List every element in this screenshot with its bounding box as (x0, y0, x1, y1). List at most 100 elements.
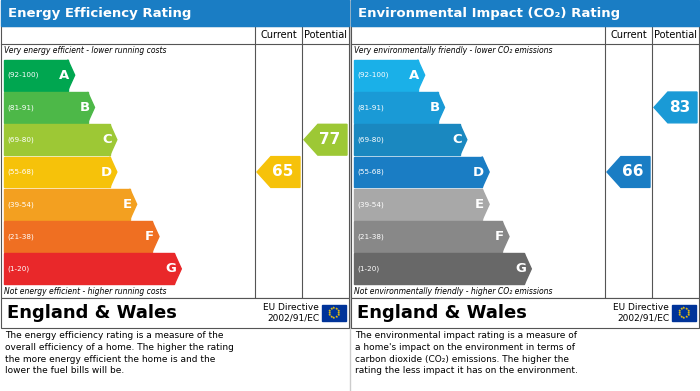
Text: 77: 77 (319, 132, 341, 147)
Text: (81-91): (81-91) (7, 104, 34, 111)
Text: ★: ★ (328, 314, 332, 317)
Polygon shape (110, 157, 117, 187)
Text: (39-54): (39-54) (7, 201, 34, 208)
Text: ★: ★ (687, 314, 690, 317)
Text: EU Directive
2002/91/EC: EU Directive 2002/91/EC (263, 303, 319, 323)
Text: ★: ★ (328, 311, 331, 315)
Text: 65: 65 (272, 165, 294, 179)
Polygon shape (257, 157, 300, 187)
Text: ★: ★ (680, 307, 683, 311)
Text: B: B (79, 101, 90, 114)
Text: ★: ★ (678, 314, 682, 317)
Bar (4, 189, 130, 220)
Bar (1, 26, 349, 298)
Text: Very environmentally friendly - lower CO₂ emissions: Very environmentally friendly - lower CO… (354, 46, 552, 55)
Text: C: C (102, 133, 112, 146)
Bar (4, 124, 110, 155)
Text: (55-68): (55-68) (7, 169, 34, 175)
Bar (4, 157, 110, 187)
Bar (322, 305, 346, 321)
Text: EU Directive
2002/91/EC: EU Directive 2002/91/EC (613, 303, 669, 323)
Text: ★: ★ (330, 307, 333, 311)
Polygon shape (502, 221, 509, 252)
Text: ★: ★ (337, 311, 341, 315)
Text: (81-91): (81-91) (357, 104, 384, 111)
Bar (4, 60, 68, 91)
Text: ★: ★ (332, 316, 336, 320)
Bar (672, 305, 696, 321)
Text: 83: 83 (669, 100, 691, 115)
Bar (354, 221, 502, 252)
Bar (354, 157, 482, 187)
Text: (39-54): (39-54) (357, 201, 384, 208)
Text: Energy Efficiency Rating: Energy Efficiency Rating (8, 7, 191, 20)
Text: F: F (145, 230, 154, 243)
Text: ★: ★ (682, 306, 686, 310)
Polygon shape (607, 157, 650, 187)
Polygon shape (654, 92, 697, 123)
Text: G: G (165, 262, 176, 275)
Text: ★: ★ (678, 308, 682, 312)
Text: (1-20): (1-20) (357, 265, 379, 272)
Text: ★: ★ (685, 307, 688, 311)
Text: Potential: Potential (654, 30, 697, 40)
Text: E: E (475, 198, 484, 211)
Polygon shape (524, 253, 531, 284)
Text: Not energy efficient - higher running costs: Not energy efficient - higher running co… (4, 287, 167, 296)
Text: (92-100): (92-100) (7, 72, 38, 78)
Polygon shape (482, 189, 489, 220)
Text: A: A (60, 69, 70, 82)
Text: (21-38): (21-38) (7, 233, 34, 240)
Text: Potential: Potential (304, 30, 347, 40)
Text: (21-38): (21-38) (357, 233, 384, 240)
Polygon shape (130, 189, 136, 220)
Text: ★: ★ (332, 306, 336, 310)
Text: A: A (410, 69, 420, 82)
Text: ★: ★ (678, 311, 681, 315)
Text: (92-100): (92-100) (357, 72, 388, 78)
Bar (354, 60, 418, 91)
Polygon shape (88, 92, 94, 123)
Text: Very energy efficient - lower running costs: Very energy efficient - lower running co… (4, 46, 167, 55)
Text: ★: ★ (687, 308, 690, 312)
Text: (69-80): (69-80) (7, 136, 34, 143)
Text: Current: Current (610, 30, 647, 40)
Text: 66: 66 (622, 165, 644, 179)
Text: ★: ★ (330, 315, 333, 319)
Text: E: E (122, 198, 132, 211)
Text: (1-20): (1-20) (7, 265, 29, 272)
Text: D: D (101, 165, 112, 179)
Text: ★: ★ (337, 314, 340, 317)
Bar (351, 26, 699, 298)
Text: ★: ★ (335, 315, 338, 319)
Polygon shape (304, 124, 347, 155)
Polygon shape (68, 60, 75, 91)
Polygon shape (482, 157, 489, 187)
Text: D: D (473, 165, 484, 179)
Polygon shape (460, 124, 467, 155)
Text: C: C (452, 133, 462, 146)
Text: Current: Current (260, 30, 297, 40)
Text: ★: ★ (328, 308, 332, 312)
Text: G: G (515, 262, 526, 275)
Bar (354, 124, 460, 155)
Text: ★: ★ (682, 316, 686, 320)
Bar (1, 0, 349, 26)
Polygon shape (152, 221, 159, 252)
Text: (55-68): (55-68) (357, 169, 384, 175)
Bar (351, 298, 699, 328)
Text: B: B (429, 101, 440, 114)
Text: ★: ★ (680, 315, 683, 319)
Bar (351, 0, 699, 26)
Polygon shape (174, 253, 181, 284)
Text: ★: ★ (687, 311, 690, 315)
Text: The environmental impact rating is a measure of
a home's impact on the environme: The environmental impact rating is a mea… (355, 331, 578, 375)
Polygon shape (418, 60, 425, 91)
Polygon shape (110, 124, 117, 155)
Bar (1, 298, 349, 328)
Text: ★: ★ (335, 307, 338, 311)
Bar (4, 92, 88, 123)
Text: ★: ★ (685, 315, 688, 319)
Bar (4, 253, 174, 284)
Text: Not environmentally friendly - higher CO₂ emissions: Not environmentally friendly - higher CO… (354, 287, 552, 296)
